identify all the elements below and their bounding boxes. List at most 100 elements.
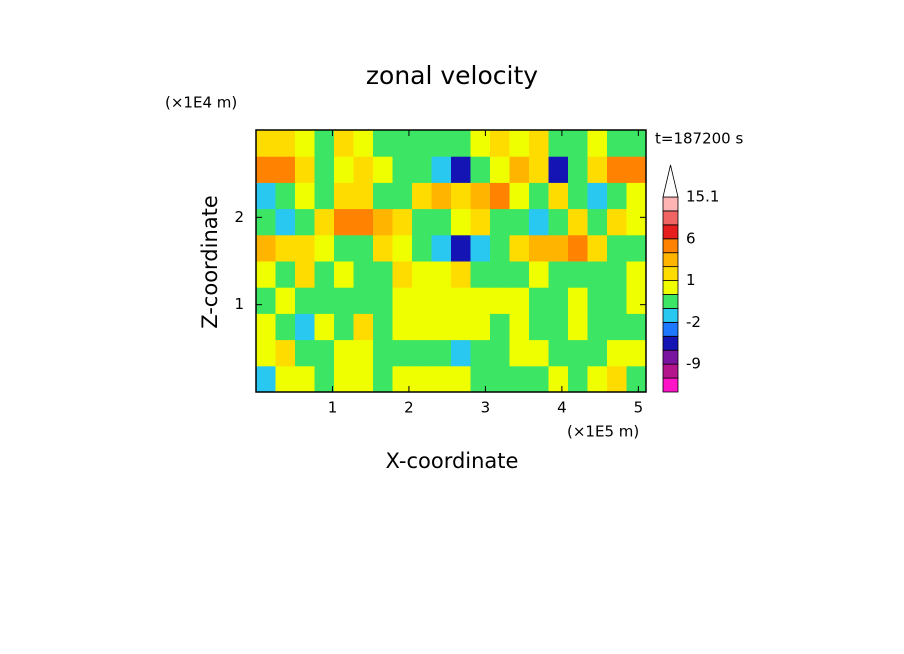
field-cell [490,261,510,288]
field-cell [607,313,627,341]
field-cell [548,365,569,393]
field-cell [509,156,530,183]
colorbar-box [662,335,679,351]
field-cell [568,287,588,314]
field-cell [607,182,627,210]
field-cell [490,339,510,367]
field-cell [529,208,549,236]
field-cell [412,234,432,262]
field-cell [548,339,569,367]
field-cell [451,339,471,367]
field-cell [256,182,276,210]
field-cell [451,208,471,236]
field-cell [626,287,647,314]
field-cell [509,313,530,341]
chart-title: zonal velocity [366,61,538,90]
field-cell [256,261,276,288]
field-cell [529,261,549,288]
colorbar-label: 1 [686,271,696,289]
field-cell [587,182,608,210]
field-cell [353,365,374,393]
field-cell [548,182,569,210]
field-cell [353,130,374,157]
field-cell [392,261,413,288]
field-cell [412,156,432,183]
field-cell [587,234,608,262]
field-cell [568,130,588,157]
colorbar-label: 15.1 [686,188,719,206]
field-cell [451,130,471,157]
field-cell [392,287,413,314]
x-tick-label: 3 [481,399,491,417]
field-cell [509,130,530,157]
field-cell [509,261,530,288]
colorbar-box [662,196,679,212]
field-cell [295,182,315,210]
field-cell [353,234,374,262]
field-cell [412,182,432,210]
field-cell [490,313,510,341]
field-cell [373,208,393,236]
field-cell [509,365,530,393]
colorbar-label: -2 [686,313,701,331]
field-cell [529,130,549,157]
field-cell [587,365,608,393]
field-cell [334,365,354,393]
plot-frame [255,129,647,393]
field-cell [392,130,413,157]
field-cell [256,287,276,314]
field-cell [529,313,549,341]
field-cell [373,287,393,314]
field-cell [431,234,452,262]
field-cell [353,208,374,236]
field-cell [470,261,491,288]
colorbar-box [662,321,679,337]
field-cell [392,313,413,341]
field-cell [470,208,491,236]
field-cell [626,234,647,262]
field-cell [607,287,627,314]
field-cell [626,156,647,183]
field-cell [607,339,627,367]
field-cell [314,208,335,236]
field-cell [490,287,510,314]
field-cell [548,287,569,314]
field-cell [626,208,647,236]
field-cell [373,261,393,288]
field-cell [470,313,491,341]
field-cell [548,313,569,341]
field-cell [295,156,315,183]
field-cell [490,208,510,236]
field-cell [607,261,627,288]
field-cell [256,234,276,262]
colorbar-label: 6 [686,229,696,247]
field-cell [314,156,335,183]
field-cell [626,261,647,288]
field-cell [334,261,354,288]
field-cell [490,182,510,210]
field-cell [256,208,276,236]
field-cell [607,130,627,157]
time-label: t=187200 s [655,130,743,148]
field-cell [275,234,296,262]
field-cell [334,339,354,367]
field-cell [295,287,315,314]
field-cell [373,182,393,210]
field-cell [334,208,354,236]
field-cell [626,365,647,393]
field-cell [256,313,276,341]
field-cell [431,130,452,157]
field-cell [490,130,510,157]
field-cell [529,365,549,393]
field-cell [548,130,569,157]
field-cell [587,339,608,367]
field-cell [431,261,452,288]
field-cell [490,156,510,183]
field-cell [373,339,393,367]
field-cell [412,365,432,393]
field-cell [431,339,452,367]
field-cell [470,234,491,262]
field-cell [431,287,452,314]
field-cell [587,156,608,183]
colorbar-box [662,280,679,295]
